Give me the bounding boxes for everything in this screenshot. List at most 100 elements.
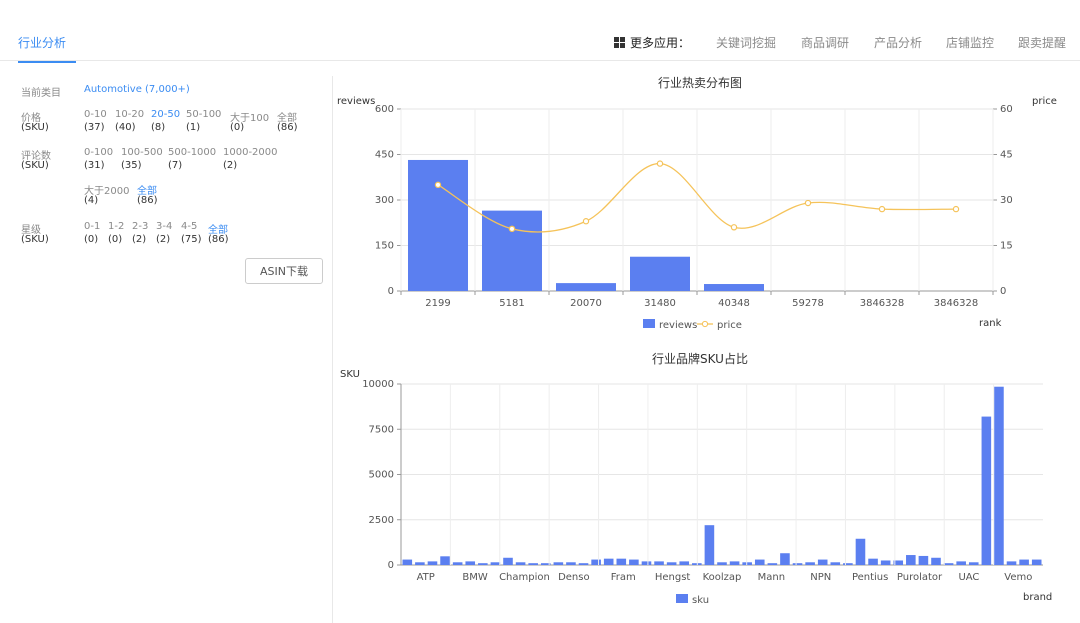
reviews-count: (31) (84, 160, 105, 171)
bar-sku (918, 555, 929, 565)
reviews-range-all[interactable]: 全部 (137, 186, 157, 197)
y2-tick-label: 0 (1000, 286, 1006, 297)
x-tick-label: 5181 (499, 298, 524, 309)
nav-follow-sell-alert[interactable]: 跟卖提醒 (1018, 36, 1067, 50)
bar-sku (666, 562, 677, 565)
y-axis-label: SKU (340, 369, 360, 380)
bar-sku (654, 561, 664, 565)
bar-sku (943, 563, 954, 565)
price-range-0-10[interactable]: 0-10 (84, 109, 107, 120)
y-tick-label: 10000 (362, 379, 394, 390)
bar-sku (440, 556, 450, 565)
bar-sku (452, 562, 463, 565)
bar-sku (692, 563, 702, 565)
reviews-count: (2) (223, 160, 238, 171)
price-count: (86) (277, 122, 298, 133)
bar-sku (515, 562, 526, 565)
nav-product-analysis[interactable]: 产品分析 (874, 36, 923, 50)
price-range-over-100[interactable]: 大于100 (230, 113, 270, 124)
reviews-count: (86) (137, 195, 158, 206)
bar-sku (742, 562, 752, 565)
y2-tick-label: 30 (1000, 195, 1013, 206)
price-count: (37) (84, 122, 105, 133)
price-range-all[interactable]: 全部 (277, 113, 297, 124)
reviews-range-1000-2000[interactable]: 1000-2000 (223, 147, 278, 158)
price-label: 价格 (21, 113, 41, 124)
stars-count: (75) (181, 234, 202, 245)
bar-sku (843, 563, 853, 565)
x-tick-label: 3846328 (860, 298, 905, 309)
price-point (582, 218, 590, 225)
bar-sku (1019, 559, 1029, 565)
stars-range-2-3[interactable]: 2-3 (132, 221, 149, 232)
bar-sku (931, 557, 941, 565)
price-range-50-100[interactable]: 50-100 (186, 109, 222, 120)
reviews-range-over-2000[interactable]: 大于2000 (84, 186, 130, 197)
price-point (952, 205, 960, 213)
bar-sku (478, 563, 488, 565)
stars-range-1-2[interactable]: 1-2 (108, 221, 125, 232)
bar-sku (465, 561, 476, 565)
legend-reviews-swatch (643, 319, 655, 328)
stars-count: (86) (208, 234, 229, 245)
y-tick-label: 5000 (369, 470, 394, 481)
stars-range-all[interactable]: 全部 (208, 225, 228, 236)
legend-price-label: price (717, 320, 742, 331)
x-tick-label: Vemo (1004, 572, 1032, 583)
x-tick-label: NPN (810, 572, 831, 583)
x-tick-label: 2199 (425, 298, 450, 309)
y2-tick-label: 15 (1000, 241, 1013, 252)
bar-sku (729, 561, 740, 565)
x-tick-label: Denso (558, 572, 590, 583)
bar-sku (880, 560, 891, 565)
price-point (508, 225, 516, 233)
category-value-link[interactable]: Automotive (7,000+) (84, 84, 190, 95)
bar-sku (906, 555, 916, 565)
bar-sku (717, 562, 727, 565)
stars-range-0-1[interactable]: 0-1 (84, 221, 101, 232)
bar-reviews (704, 284, 764, 291)
stars-label: 星级 (21, 225, 41, 236)
y-tick-label: 300 (375, 195, 394, 206)
bar-sku (868, 558, 878, 565)
x-tick-label: 40348 (718, 298, 750, 309)
bar-sku (591, 559, 601, 565)
bar-sku (641, 561, 652, 565)
stars-count: (0) (84, 234, 99, 245)
x-tick-label: 31480 (644, 298, 676, 309)
price-count: (8) (151, 122, 166, 133)
y-tick-label: 450 (375, 150, 394, 161)
bar-sku (704, 525, 715, 565)
price-count: (40) (115, 122, 136, 133)
bar-reviews (408, 159, 468, 291)
bar-sku (540, 563, 551, 565)
bar-sku (817, 559, 828, 565)
stars-range-4-5[interactable]: 4-5 (181, 221, 198, 232)
reviews-range-0-100[interactable]: 0-100 (84, 147, 114, 158)
bar-sku (616, 558, 627, 565)
x-tick-label: Champion (499, 572, 550, 583)
reviews-label: 评论数 (21, 151, 51, 162)
bar-sku (1031, 559, 1042, 565)
tab-industry-analysis[interactable]: 行业分析 (18, 34, 76, 63)
bar-sku (780, 553, 790, 565)
asin-download-button[interactable]: ASIN下载 (245, 258, 323, 284)
more-apps-menu[interactable]: 更多应用： (614, 34, 690, 51)
nav-product-research[interactable]: 商品调研 (801, 36, 850, 50)
nav-shop-monitor[interactable]: 店铺监控 (946, 36, 995, 50)
nav-keyword-mining[interactable]: 关键词挖掘 (716, 36, 777, 50)
price-count: (1) (186, 122, 201, 133)
y-tick-label: 2500 (369, 515, 394, 526)
price-line (437, 162, 957, 233)
reviews-range-100-500[interactable]: 100-500 (121, 147, 163, 158)
x-tick-label: Purolator (897, 572, 943, 583)
x-tick-label: ATP (417, 572, 435, 583)
reviews-range-500-1000[interactable]: 500-1000 (168, 147, 217, 158)
price-point (656, 160, 664, 167)
bar-sku (893, 560, 904, 565)
price-range-10-20[interactable]: 10-20 (115, 109, 145, 120)
y-tick-label: 150 (375, 241, 394, 252)
stars-range-3-4[interactable]: 3-4 (156, 221, 173, 232)
bar-sku (503, 557, 513, 565)
price-range-20-50[interactable]: 20-50 (151, 109, 181, 120)
